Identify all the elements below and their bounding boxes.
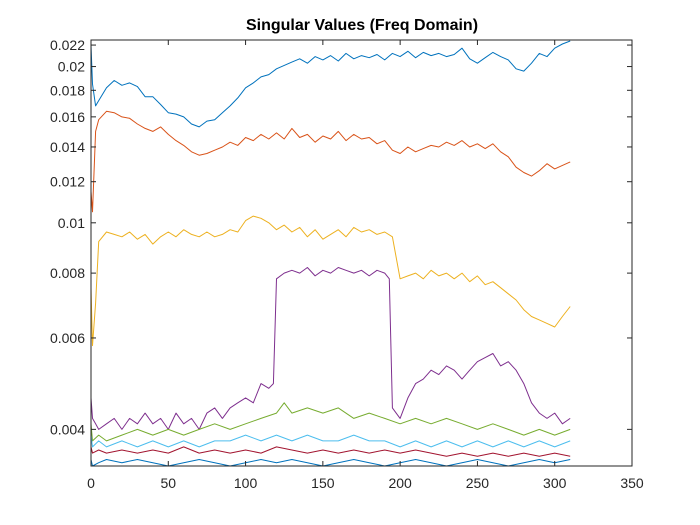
x-tick-label: 0 [87,475,95,491]
y-tick-label: 0.016 [50,109,85,125]
x-axis: 0 50 100 150 200 250 300 350 [87,40,644,491]
y-tick-label: 0.008 [50,265,85,281]
plot-area: 0 50 100 150 200 250 300 350 0.0040.0060.0080.0… [50,37,644,491]
series-line-3 [90,215,571,347]
x-tick-label: 300 [543,475,567,491]
axes-background [91,40,632,466]
series-line-4 [90,267,571,430]
y-tick-label: 0.02 [58,59,85,75]
x-tick-label: 350 [620,475,644,491]
y-tick-label: 0.006 [50,330,85,346]
y-tick-label: 0.022 [50,37,85,53]
series-line-6 [90,434,571,448]
x-tick-label: 200 [388,475,412,491]
x-tick-label: 100 [234,475,258,491]
y-tick-label: 0.014 [50,139,85,155]
x-tick-label: 50 [160,475,176,491]
axes-box [90,39,633,467]
series-line-5 [90,402,571,442]
series-layer [90,40,571,467]
y-axis: 0.004 0.006 0.008 0.01 0.012 0.014 0.016 0.018 0… [50,37,632,437]
series-line-7 [90,446,571,457]
y-tick-label: 0.004 [50,421,85,437]
series-line-1 [90,40,571,128]
y-tick-label: 0.012 [50,174,85,190]
chart-title: Singular Values (Freq Domain) [246,17,478,34]
series-line-8 [90,459,571,467]
series-line-2 [90,110,571,213]
y-tick-label: 0.018 [50,82,85,98]
y-tick-label: 0.01 [58,215,85,231]
x-tick-label: 150 [311,475,335,491]
x-tick-label: 250 [466,475,490,491]
